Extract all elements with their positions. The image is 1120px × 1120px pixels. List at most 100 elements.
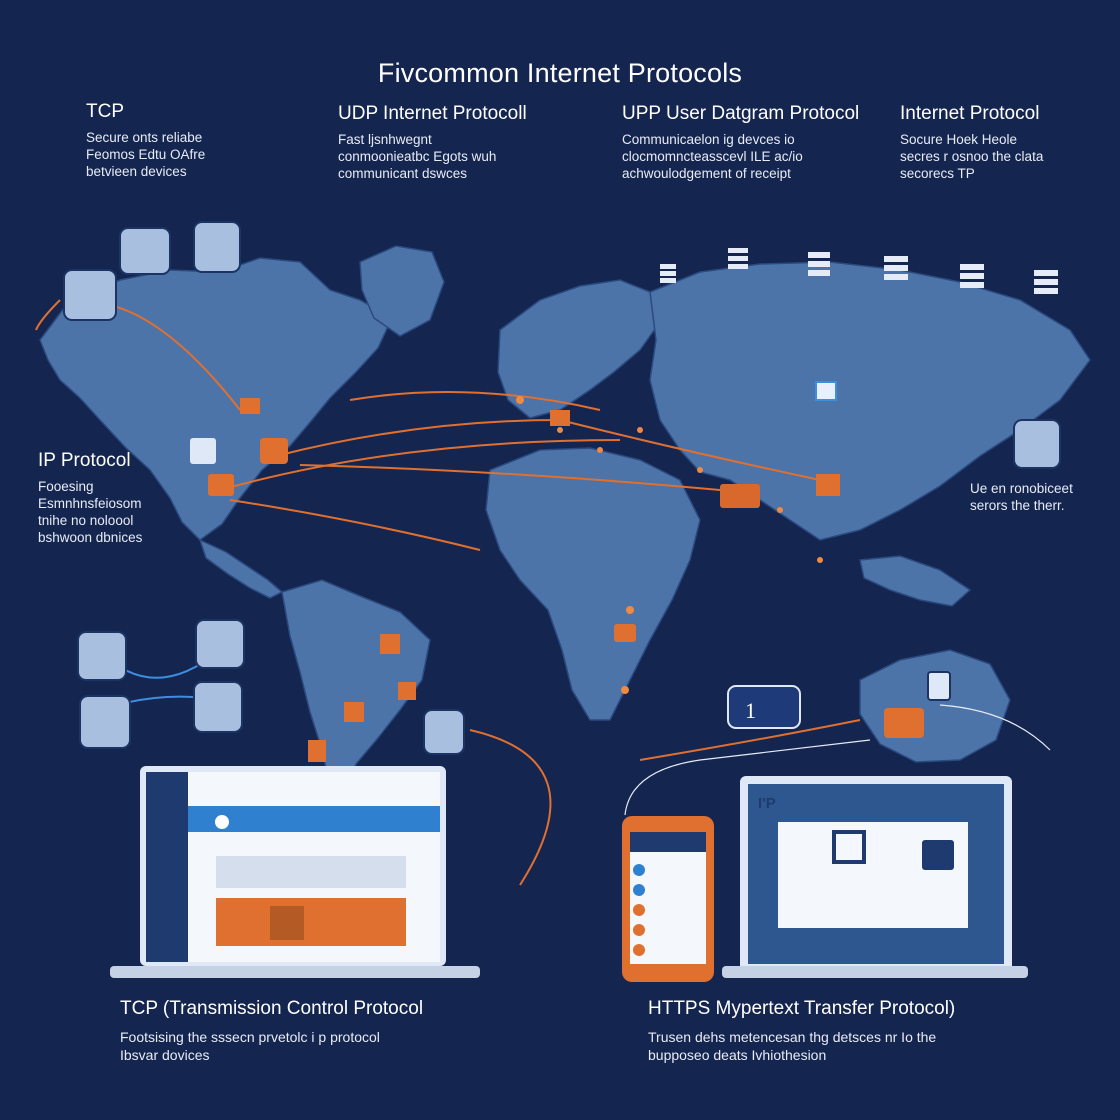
- desc-line: secres r osnoo the clata: [900, 149, 1044, 164]
- block-description: Socure Hoek Heole secres r osnoo the cla…: [900, 131, 1100, 182]
- desc-line: serors the therr.: [970, 498, 1065, 513]
- desc-line: Fooesing: [38, 479, 94, 494]
- device-node: [119, 227, 171, 275]
- continent-southeast-asia: [859, 555, 972, 607]
- phone-list-dot: [633, 864, 645, 876]
- node-dot: [621, 686, 629, 694]
- desc-line: Socure Hoek Heole: [900, 132, 1018, 147]
- server-icon: [1034, 270, 1058, 294]
- screen-document: [778, 822, 968, 928]
- phone-list-dot: [633, 944, 645, 956]
- desc-line: Fast ljsnhwegnt: [338, 132, 432, 147]
- lock-icon: [884, 708, 924, 738]
- block-description: Trusen dehs metencesan thg detsces nr Io…: [648, 1028, 1068, 1064]
- phone-list-dot: [633, 884, 645, 896]
- desc-line: Communicaelon ig devces io: [622, 132, 795, 147]
- device-node: [77, 631, 127, 681]
- connection-line: [349, 391, 601, 411]
- device-node: [193, 221, 241, 273]
- package-icon: [614, 624, 636, 642]
- laptop-icon: [110, 766, 480, 978]
- mail-icon: [380, 634, 400, 654]
- device-node: [195, 619, 245, 669]
- connection-lines: [35, 299, 861, 886]
- mail-icon: [550, 410, 570, 426]
- desc-line: Secure onts reliabe: [86, 130, 203, 145]
- device-node: [423, 709, 465, 755]
- network-badge-icon: [815, 381, 837, 401]
- side-block-ip: IP Protocol Fooesing Esmnhnsfeiosom tnih…: [38, 450, 198, 546]
- node-dot: [817, 557, 823, 563]
- desc-line: tnihe no noloool: [38, 513, 134, 528]
- app-sidebar: [146, 772, 188, 962]
- block-heading: UDP Internet Protocoll: [338, 103, 527, 124]
- node-dots: [516, 396, 823, 694]
- connection-line: [299, 464, 721, 491]
- desc-line: Footsising the sssecn prvetolc i p proto…: [120, 1029, 380, 1045]
- app-avatar: [215, 815, 229, 829]
- phone-list-dot: [633, 924, 645, 936]
- bottom-block-https: HTTPS Mypertext Transfer Protocol) Truse…: [648, 998, 1068, 1064]
- globe-map: [39, 245, 1091, 791]
- lock-icon: [922, 840, 954, 870]
- block-description: Communicaelon ig devces io clocmomncteas…: [622, 131, 882, 182]
- connection-line: [229, 499, 481, 551]
- desc-line: achwoulodgement of receipt: [622, 166, 791, 181]
- block-heading: TCP: [86, 101, 124, 122]
- desc-line: clocmomncteasscevl ILE ac/io: [622, 149, 803, 164]
- laptop-base: [722, 966, 1028, 978]
- connection-line: [35, 299, 61, 331]
- block-description: Footsising the sssecn prvetolc i p proto…: [120, 1028, 540, 1064]
- mail-icon: [816, 474, 840, 496]
- phone-list-dot: [633, 904, 645, 916]
- mail-icon: [240, 398, 260, 414]
- continent-central-america: [198, 538, 284, 599]
- phone-screen: [630, 832, 706, 964]
- server-stacks: [660, 248, 1058, 294]
- mail-icon: [398, 682, 416, 700]
- block-heading: IP Protocol: [38, 450, 131, 471]
- block-description: Ue en ronobiceet serors the therr.: [970, 480, 1110, 514]
- block-heading: TCP (Transmission Control Protocol: [120, 998, 424, 1019]
- device-nodes: [63, 221, 1061, 755]
- laptop-icon: I'P: [722, 776, 1028, 978]
- block-description: Secure onts reliabe Feomos Edtu OAfre be…: [86, 129, 316, 180]
- connection-line: [109, 304, 241, 411]
- desc-line: betvieen devices: [86, 164, 187, 179]
- device-node: [1013, 419, 1061, 469]
- app-card-orange: [216, 898, 406, 946]
- node-dot: [697, 467, 703, 473]
- node-dot: [597, 447, 603, 453]
- app-card-thumb: [270, 906, 304, 940]
- phone-header: [630, 832, 706, 852]
- node-dot: [626, 606, 634, 614]
- desc-line: Ue en ronobiceet: [970, 481, 1073, 496]
- mail-icons: [190, 381, 840, 762]
- connection-line: [624, 739, 871, 816]
- desc-line: Trusen dehs metencesan thg detsces nr Io…: [648, 1029, 937, 1045]
- node-dot: [777, 507, 783, 513]
- block-description: Fooesing Esmnhnsfeiosom tnihe no noloool…: [38, 478, 198, 546]
- map-badge: 1: [727, 685, 924, 738]
- desc-line: bshwoon dbnices: [38, 530, 143, 545]
- bottom-block-tcp: TCP (Transmission Control Protocol Foots…: [120, 998, 540, 1064]
- app-banner: [188, 806, 440, 832]
- side-block-right: Ue en ronobiceet serors the therr.: [970, 474, 1110, 514]
- package-icon: [720, 484, 760, 508]
- device-node: [193, 681, 243, 733]
- mail-icon: [308, 740, 326, 762]
- server-icon: [884, 256, 908, 280]
- desc-line: Feomos Edtu OAfre: [86, 147, 206, 162]
- block-description: Fast ljsnhwegnt conmoonieatbc Egots wuh …: [338, 131, 598, 182]
- laptop-base: [110, 966, 480, 978]
- connection-lines-thin: [624, 704, 1051, 816]
- connection-line: [219, 439, 621, 491]
- ip-screen-label: I'P: [758, 795, 776, 812]
- desc-line: secorecs TP: [900, 166, 975, 181]
- package-icon: [260, 438, 288, 464]
- badge-label: 1: [745, 698, 756, 723]
- server-icon: [728, 248, 748, 269]
- desc-line: bupposeo deats Ivhiothesion: [648, 1047, 827, 1063]
- package-icon: [208, 474, 234, 496]
